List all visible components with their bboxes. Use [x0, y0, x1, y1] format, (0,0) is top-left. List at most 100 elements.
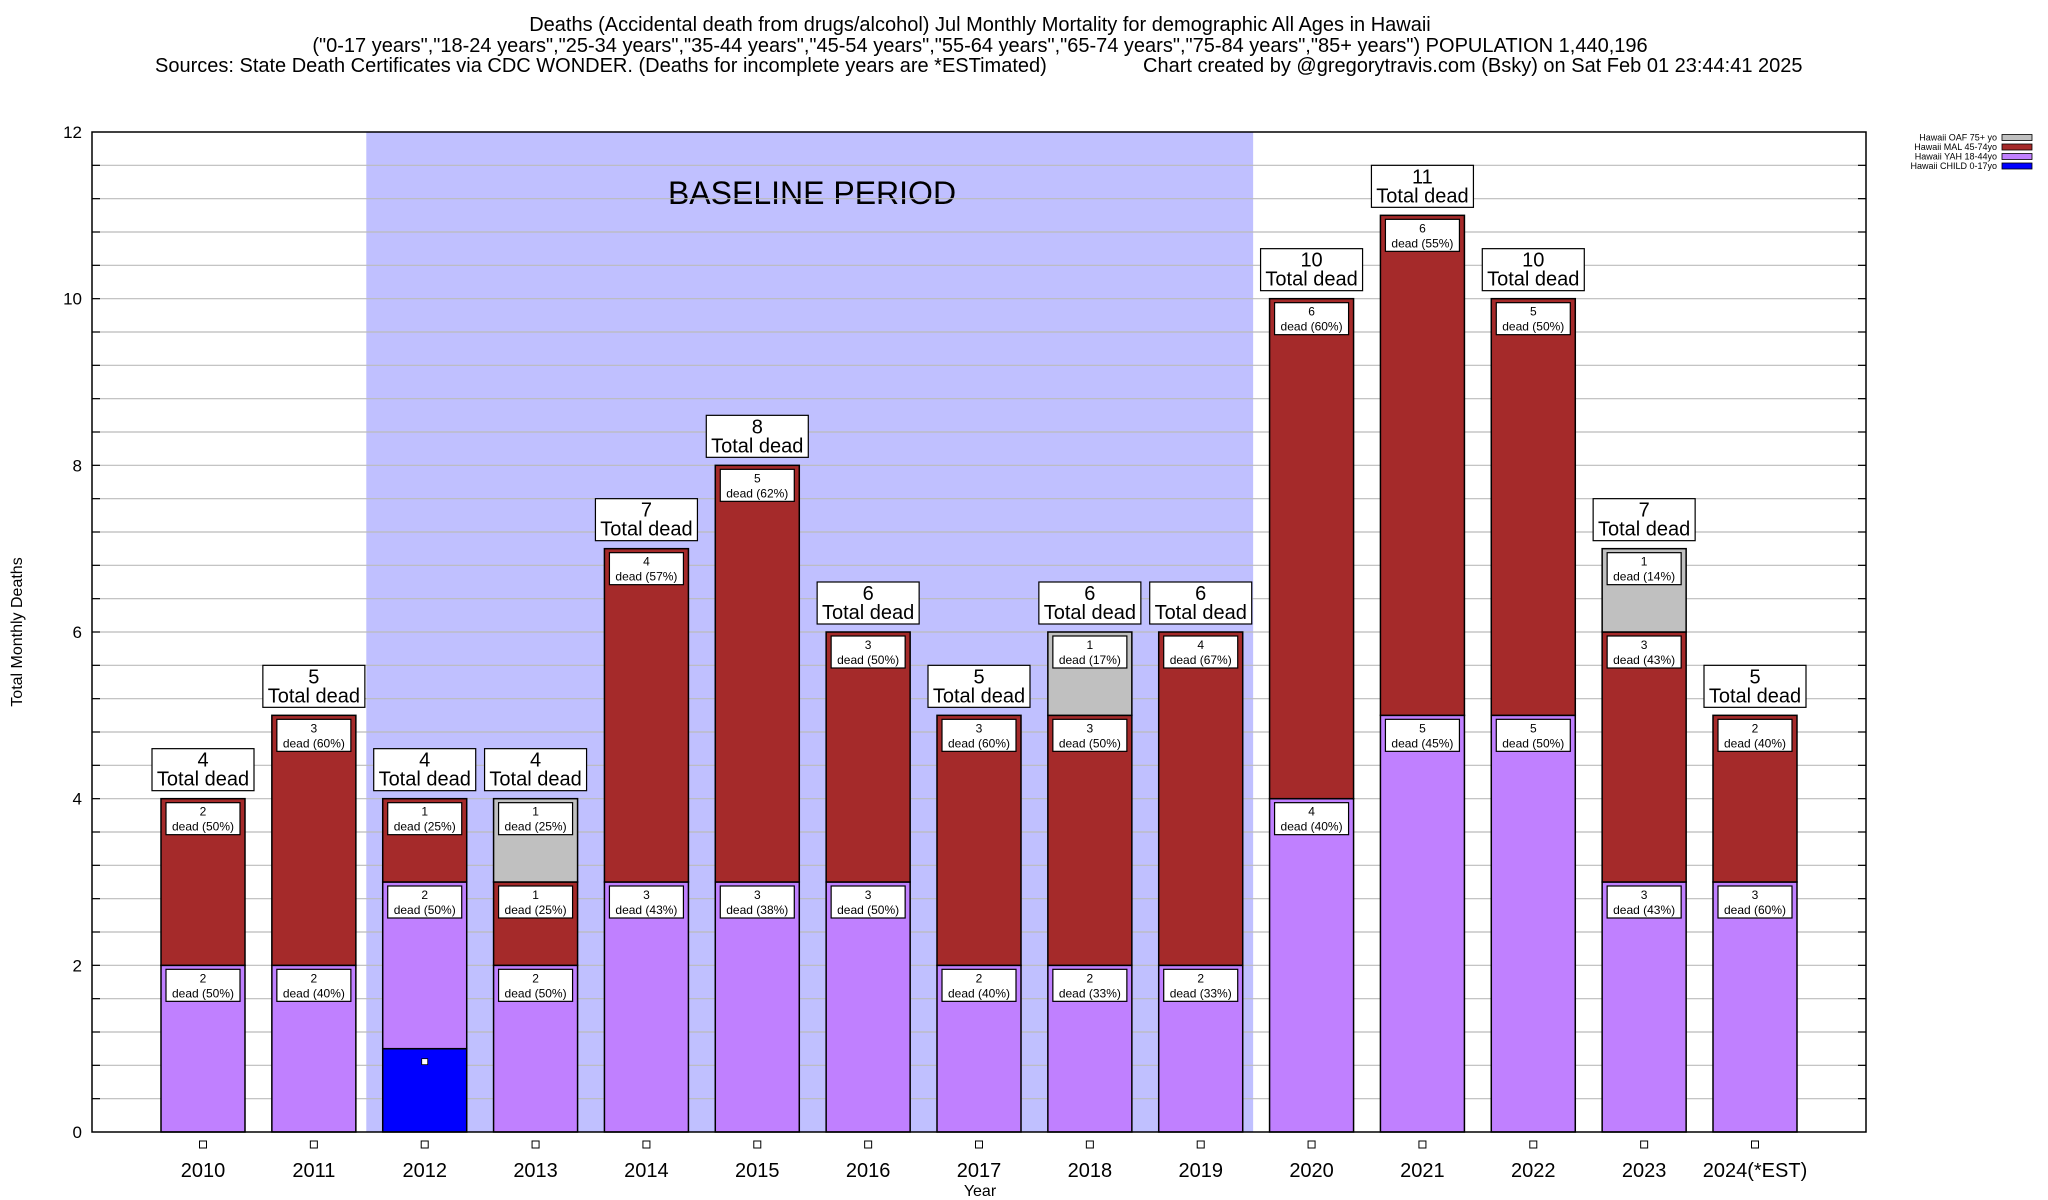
segment-label-count: 1 — [1087, 638, 1094, 652]
total-label-text: Total dead — [157, 769, 249, 791]
segment-label-box — [1163, 635, 1239, 669]
segment-label-box — [1495, 718, 1571, 752]
segment-label-count: 2 — [421, 888, 428, 902]
segment-label-pct: dead (33%) — [1170, 986, 1232, 1000]
x-tick-marker — [1196, 1140, 1205, 1149]
x-tick-label: 2020 — [1289, 1160, 1334, 1182]
segment-label-pct: dead (50%) — [1502, 320, 1564, 334]
total-label-box — [594, 498, 699, 542]
segment-label-pct: dead (60%) — [283, 736, 345, 750]
chart-title-line-2: ("0-17 years","18-24 years","25-34 years… — [312, 35, 1647, 57]
segment-label-box — [1052, 635, 1128, 669]
chart-sources: Sources: State Death Certificates via CD… — [155, 55, 1047, 77]
segment-label-count: 3 — [311, 721, 318, 735]
y-tick-label: 2 — [73, 956, 82, 975]
x-tick-label: 2012 — [402, 1160, 447, 1182]
total-label-text: Total dead — [489, 769, 581, 791]
x-tick-marker — [420, 1140, 429, 1149]
total-label-box — [151, 748, 255, 792]
segment-label-box — [1717, 885, 1793, 919]
segment-label-count: 5 — [1419, 721, 1426, 735]
segment-label-box — [1273, 302, 1350, 336]
chart-title-line-1: Deaths (Accidental death from drugs/alco… — [529, 14, 1431, 36]
x-tick-marker — [1640, 1140, 1649, 1149]
segment-label-count: 1 — [1641, 555, 1648, 569]
segment-label-count: 2 — [1197, 971, 1204, 985]
x-tick-marker — [642, 1140, 651, 1149]
segment-label-count: 3 — [754, 888, 761, 902]
segment-label-pct: dead (60%) — [1724, 903, 1786, 917]
segment-label-pct: dead (67%) — [1170, 653, 1232, 667]
total-label-count: 6 — [863, 583, 874, 605]
segment-label-box — [1273, 802, 1350, 836]
segment-label-pct: dead (50%) — [837, 653, 899, 667]
segment-label-count: 3 — [1641, 638, 1648, 652]
segment-label-box — [830, 885, 906, 919]
total-label-count: 7 — [1639, 500, 1650, 522]
total-label-box — [927, 664, 1031, 708]
segment-label-pct: dead (25%) — [394, 820, 456, 834]
segment-label-pct: dead (45%) — [1391, 736, 1453, 750]
legend-label: Hawaii MAL 45-74yo — [1914, 142, 1997, 152]
segment-label-count: 6 — [1308, 305, 1315, 319]
x-tick-label: 2023 — [1622, 1160, 1667, 1182]
segment-label-count: 3 — [865, 888, 872, 902]
segment-label-box — [608, 885, 685, 919]
bar-segment — [1601, 881, 1687, 1133]
legend-label: Hawaii YAH 18-44yo — [1915, 152, 1997, 162]
x-tick-label: 2021 — [1400, 1160, 1445, 1182]
segment-label-box — [1384, 218, 1461, 252]
segment-label-box — [387, 802, 463, 836]
segment-label-pct: dead (50%) — [394, 903, 456, 917]
y-tick-label: 4 — [73, 790, 82, 809]
bar-segment — [714, 881, 801, 1133]
segment-label-count: 4 — [1197, 638, 1204, 652]
total-label-count: 10 — [1522, 250, 1544, 272]
segment-label-count: 2 — [200, 805, 207, 819]
x-tick-label: 2015 — [735, 1160, 780, 1182]
total-label-text: Total dead — [600, 519, 692, 541]
total-label-text: Total dead — [711, 435, 803, 457]
segment-label-box — [719, 468, 795, 502]
segment-label-box — [1606, 635, 1682, 669]
total-label-box — [1370, 164, 1475, 208]
bar-segment — [1379, 714, 1466, 1133]
x-tick-label: 2011 — [292, 1160, 335, 1182]
bar-segment — [1157, 631, 1244, 967]
segment-label-pct: dead (50%) — [837, 903, 899, 917]
segment-label-box — [941, 968, 1017, 1002]
y-tick-label: 0 — [73, 1123, 82, 1142]
total-label-count: 5 — [1749, 666, 1760, 688]
total-label-text: Total dead — [1265, 269, 1357, 291]
total-label-count: 6 — [1084, 583, 1095, 605]
total-label-box — [1038, 581, 1142, 625]
segment-label-box — [608, 552, 685, 586]
segment-label-box — [497, 968, 574, 1002]
bar-segment — [825, 631, 911, 883]
segment-label-count: 5 — [754, 471, 761, 485]
segment-label-pct: dead (25%) — [505, 820, 567, 834]
x-tick-label: 2014 — [624, 1160, 669, 1182]
segment-label-box — [1384, 718, 1461, 752]
y-tick-label: 12 — [63, 123, 82, 142]
y-axis-title: Total Monthly Deaths — [9, 557, 26, 706]
bar-segment — [271, 714, 357, 967]
total-label-box — [373, 748, 477, 792]
segment-label-pct: dead (25%) — [505, 903, 567, 917]
segment-label-pct: dead (60%) — [948, 736, 1010, 750]
total-label-count: 5 — [973, 666, 984, 688]
bar-segment — [1490, 714, 1577, 1133]
total-label-count: 10 — [1300, 250, 1322, 272]
bar-segment — [1490, 297, 1577, 717]
legend-swatch — [2001, 162, 2033, 170]
segment-label-count: 1 — [421, 805, 428, 819]
total-label-text: Total dead — [379, 769, 471, 791]
total-label-box — [483, 748, 588, 792]
segment-label-count: 4 — [1308, 805, 1315, 819]
segment-label-box — [276, 968, 352, 1002]
segment-label-count: 3 — [865, 638, 872, 652]
total-label-box — [1592, 498, 1696, 542]
x-tick-label: 2013 — [513, 1160, 558, 1182]
legend-label: Hawaii OAF 75+ yo — [1919, 133, 1997, 143]
